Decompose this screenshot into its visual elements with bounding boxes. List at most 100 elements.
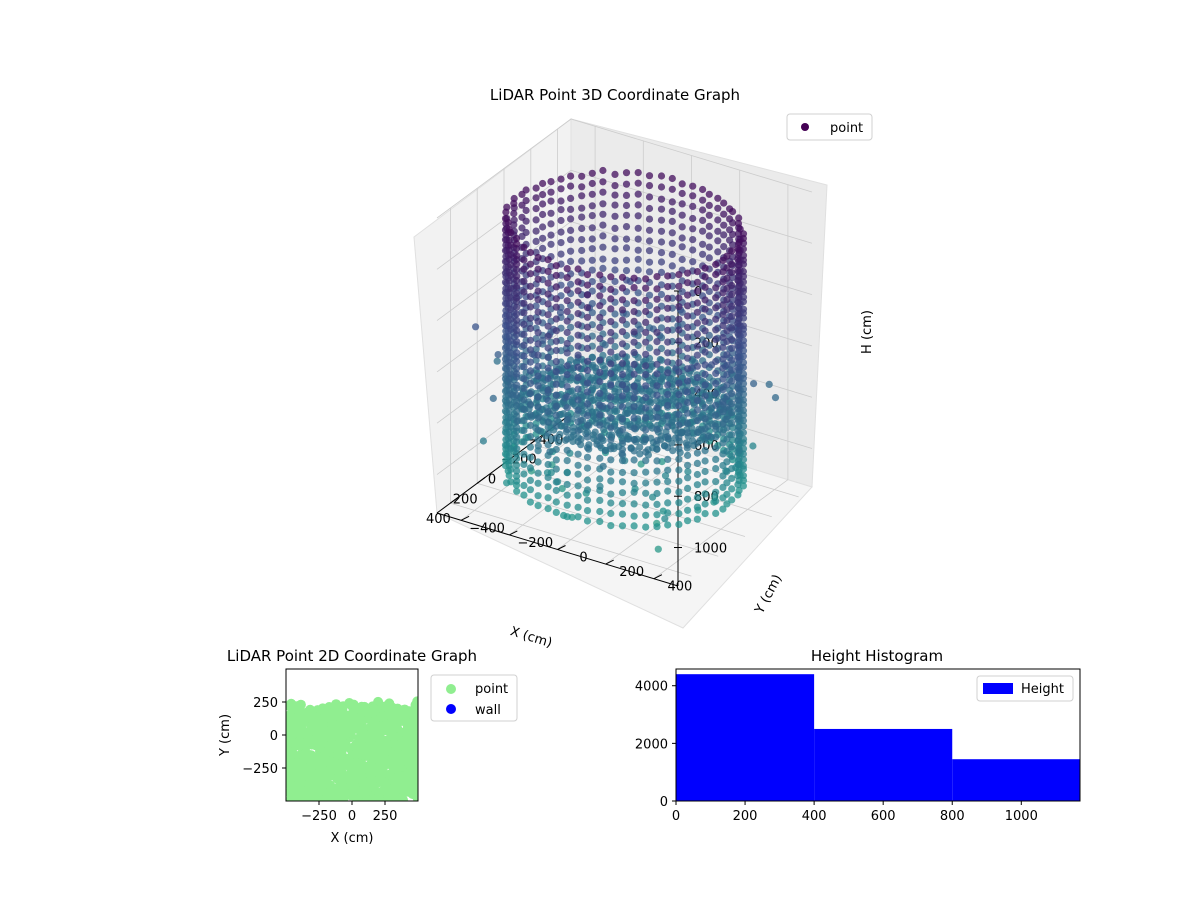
point-3d [618,403,627,411]
point-3d [607,456,615,464]
point-3d [705,243,713,251]
point-3d [735,454,743,463]
point-3d [630,456,638,464]
point-3d [719,268,727,276]
point-3d [607,381,615,389]
point-3d [678,243,686,251]
point-3d [739,482,748,490]
point-3d [723,381,731,389]
point-3d [618,392,627,400]
point-3d [693,406,702,414]
point-2d [319,767,329,778]
point-3d [552,486,560,495]
point-3d [714,194,722,202]
point-3d [544,364,552,372]
point-3d [653,478,661,486]
point-3d [693,362,702,370]
point-3d [675,337,683,345]
point-3d [642,296,650,304]
point-3d [642,414,650,422]
point-3d [684,279,692,287]
point-3d [668,198,676,206]
point-3d [765,380,773,388]
point-3d [622,191,631,199]
point-3d [534,403,542,411]
point-3d [723,296,731,304]
point-3d [539,223,547,231]
point-3d [719,333,727,342]
point-3d [678,255,686,264]
point-2d [322,755,333,766]
point-3d [507,349,515,357]
point-3d [689,214,697,223]
point-3d [693,342,702,350]
point-3d [739,256,748,264]
point-3d [596,356,604,364]
point-3d [657,238,666,246]
point-3d [547,231,555,239]
point-3d [699,185,707,194]
point-3d [588,169,596,177]
point-3d [526,324,535,333]
point-3d [563,349,571,357]
y-tick-label-3d: −400 [469,521,505,536]
point-3d [563,469,571,477]
y-tick-label-histogram: 4000 [635,680,668,695]
point-3d [714,204,722,212]
point-3d [684,468,692,476]
point-3d [664,477,672,486]
point-3d [583,366,592,375]
point-3d [596,282,604,290]
point-2d [388,791,399,801]
point-3d [526,453,535,462]
point-3d [596,345,604,353]
point-3d [675,282,683,290]
point-3d [618,350,627,358]
point-2d [306,760,316,771]
point-3d [622,169,631,177]
point-3d [739,341,748,349]
point-3d [574,278,582,286]
point-3d [657,216,666,224]
point-3d [734,374,742,382]
point-3d [547,178,555,186]
point-3d [653,523,661,531]
point-3d [507,337,515,345]
point-3d [657,249,666,257]
point-3d [532,184,540,192]
point-3d [567,323,575,331]
point-3d [588,266,596,274]
point-3d [684,388,692,396]
point-3d [657,290,666,299]
point-3d [622,235,631,243]
point-3d [552,508,560,516]
point-3d [520,450,528,458]
point-3d [544,256,552,264]
point-3d [630,370,638,378]
point-3d [563,274,571,282]
point-3d [693,319,702,327]
point-3d [675,466,683,474]
point-2d [286,747,295,758]
point-3d [588,179,596,188]
point-3d [507,305,515,313]
point-3d [675,303,683,311]
point-3d [546,448,554,456]
point-3d [574,396,582,404]
point-3d [526,379,535,387]
point-3d [701,392,709,400]
point-3d [701,264,709,272]
point-2d [303,734,314,745]
point-3d [532,216,540,224]
point-3d [684,354,692,362]
point-3d [664,390,672,399]
x-tick-label-histogram: 0 [672,809,680,824]
point-3d [520,341,528,349]
point-3d [513,477,521,485]
point-3d [552,434,560,442]
point-3d [618,510,627,518]
y-tick-label-3d: 0 [579,551,587,566]
point-3d [719,483,727,491]
point-3d [636,325,644,333]
point-3d [723,500,731,508]
